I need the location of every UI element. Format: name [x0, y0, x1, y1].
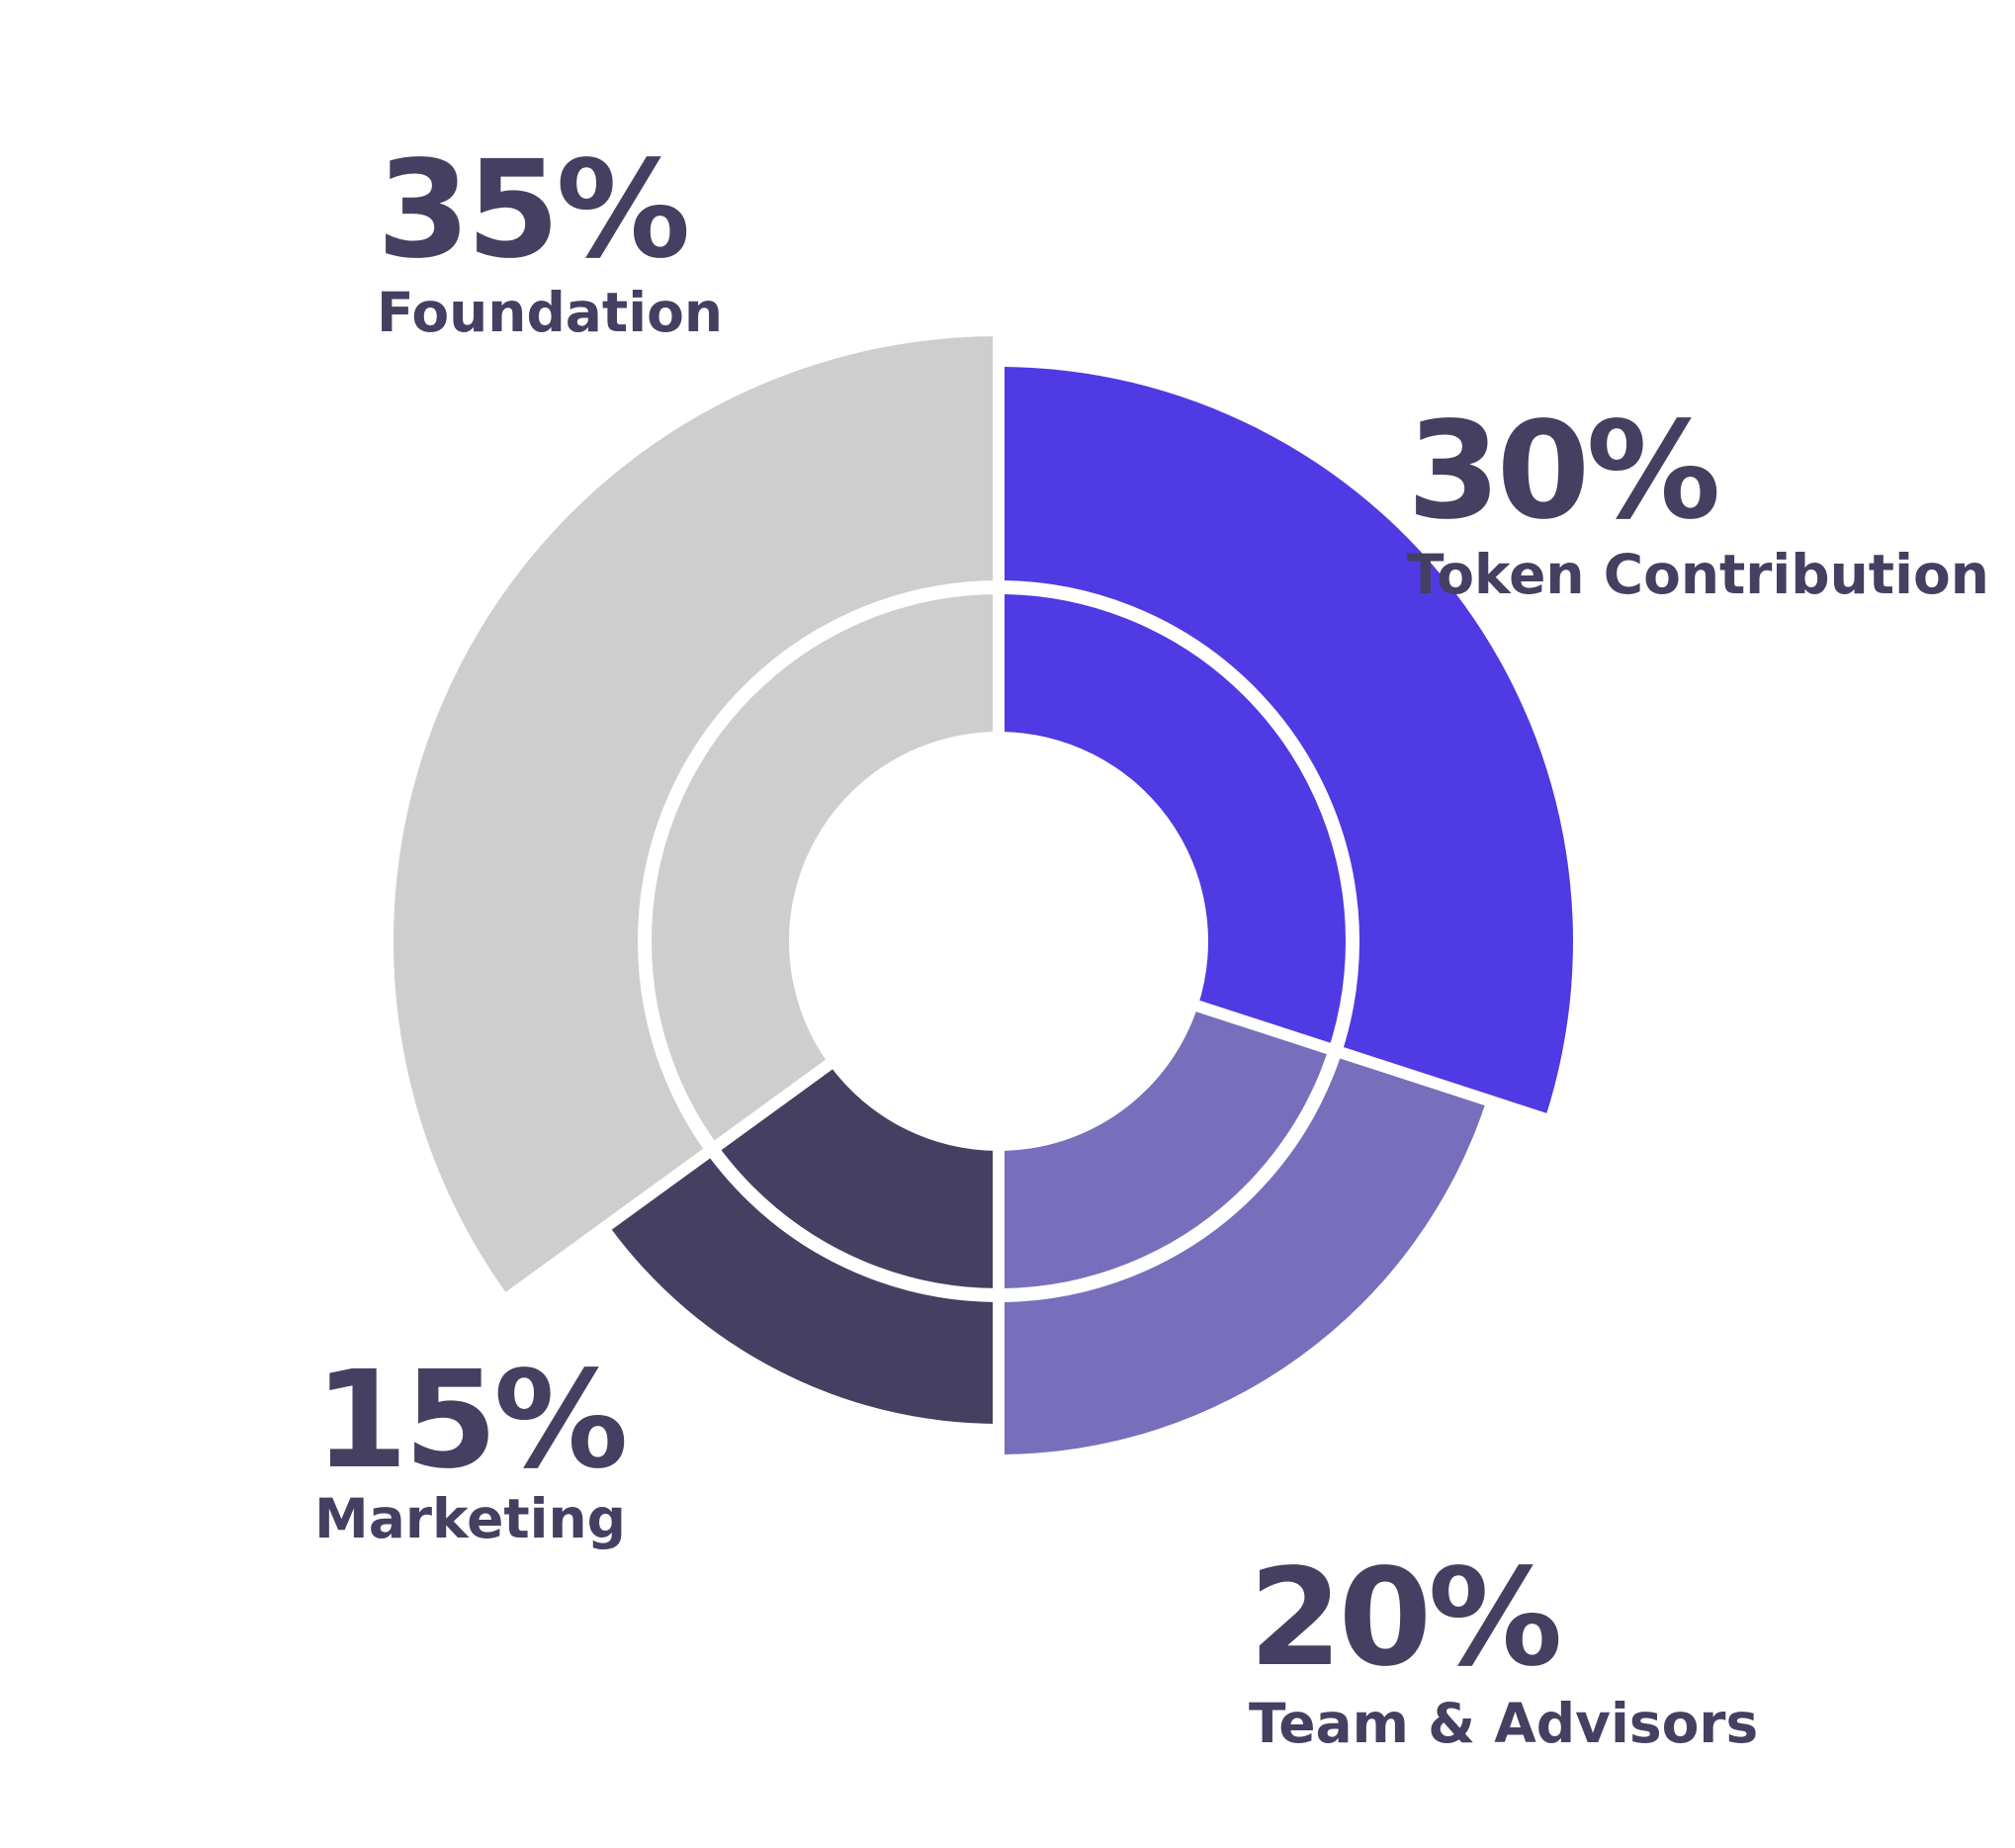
slice-divider-1: [1191, 999, 1595, 1141]
slice-inner-token-contribution: [999, 593, 1347, 1049]
slice-outer-token-contribution: [999, 367, 1573, 1119]
ring-outer-layer: [394, 336, 1573, 1454]
category-label-marketing: Marketing: [314, 1487, 626, 1550]
value-label-marketing: 15%: [314, 1343, 625, 1499]
slice-inner-foundation: [651, 593, 999, 1146]
value-label-token-contribution: 30%: [1407, 394, 1717, 550]
slice-outer-team-advisors: [999, 1052, 1487, 1454]
slice-outer-foundation: [394, 336, 1000, 1297]
category-label-foundation: Foundation: [377, 281, 723, 344]
slice-inner-marketing: [717, 1064, 999, 1289]
category-label-token-contribution: Token Contribution: [1407, 543, 1989, 606]
category-label-team-advisors: Team & Advisors: [1249, 1692, 1758, 1755]
slice-outer-marketing: [608, 1152, 999, 1424]
slice-inner-team-advisors: [999, 1006, 1330, 1289]
value-label-team-advisors: 20%: [1249, 1540, 1559, 1697]
value-label-foundation: 35%: [377, 132, 687, 289]
slice-divider-3: [489, 1057, 836, 1314]
ring-base-layer: [651, 593, 1347, 1289]
label-layer: 30% Token Contribution 20% Team & Adviso…: [314, 132, 1989, 1755]
divider-layer: [489, 316, 1595, 1566]
